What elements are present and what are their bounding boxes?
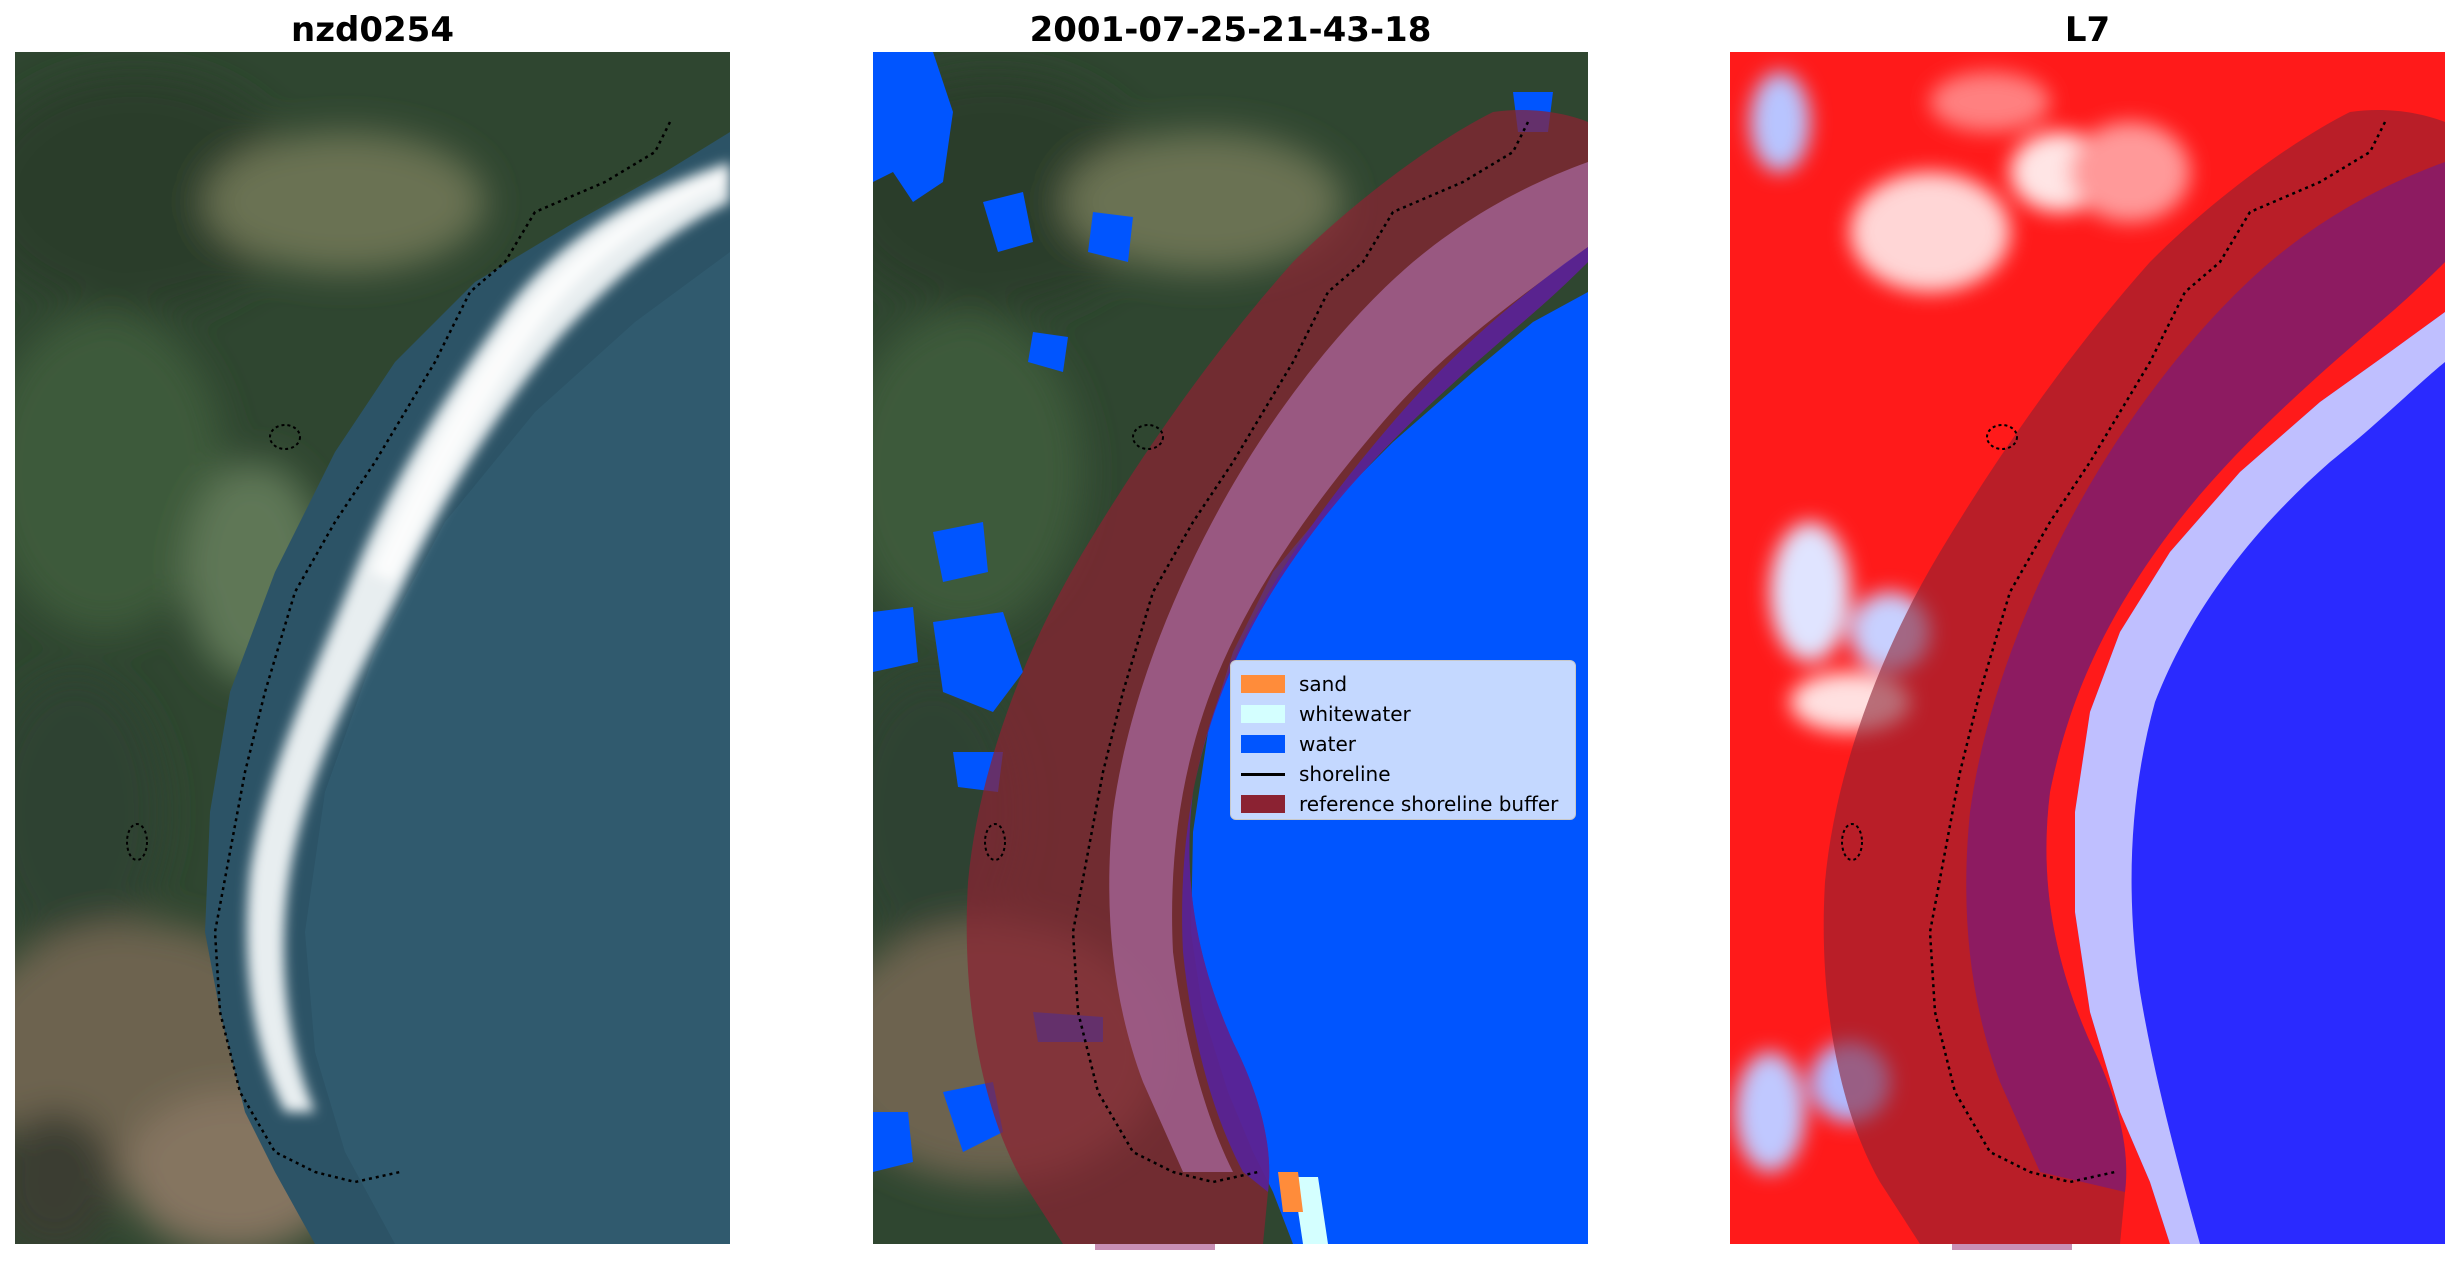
legend-label: water [1299,732,1356,756]
water-swatch [1241,735,1285,753]
index-image-panel [1730,52,2445,1244]
legend: sand whitewater water shoreline referenc… [1230,660,1576,820]
legend-item-sand: sand [1241,669,1565,699]
legend-label: whitewater [1299,702,1411,726]
legend-item-buffer: reference shoreline buffer [1241,789,1565,819]
rgb-image-panel [15,52,730,1244]
panel-title-classified: 2001-07-25-21-43-18 [1029,10,1432,50]
legend-label: reference shoreline buffer [1299,792,1559,816]
legend-item-water: water [1241,729,1565,759]
panel-title-index: L7 [2064,10,2111,50]
classified-image [873,52,1588,1244]
index-image [1730,52,2445,1244]
legend-item-shoreline: shoreline [1241,759,1565,789]
legend-label: sand [1299,672,1348,696]
panel-title-rgb: nzd0254 [291,10,454,50]
rgb-image [15,52,730,1244]
sand-swatch [1241,675,1285,693]
buffer-swatch [1241,795,1285,813]
legend-label: shoreline [1299,762,1391,786]
panel-3-bottom-strip [1952,1244,2072,1250]
legend-item-whitewater: whitewater [1241,699,1565,729]
classified-image-panel [873,52,1588,1244]
shoreline-line [1241,772,1285,776]
panel-2-bottom-strip [1095,1244,1215,1250]
whitewater-swatch [1241,705,1285,723]
